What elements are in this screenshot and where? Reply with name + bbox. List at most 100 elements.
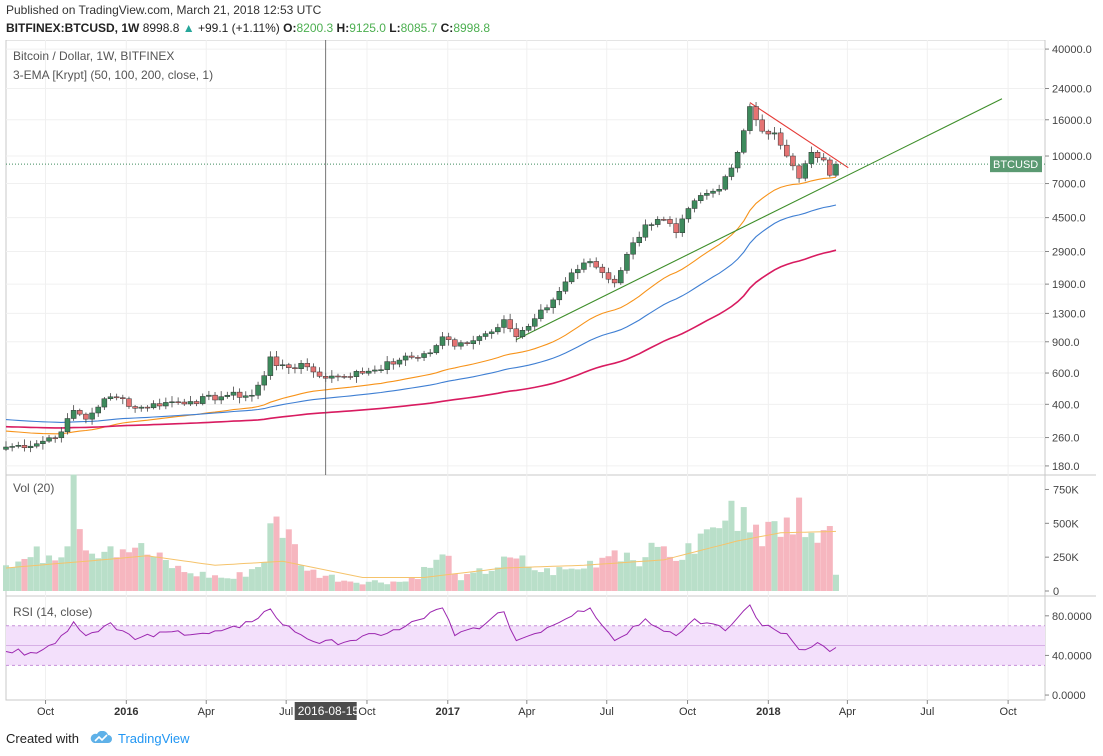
volume-bar <box>500 556 507 591</box>
candle-body <box>353 371 360 377</box>
candle-body <box>470 340 476 344</box>
volume-bar <box>46 555 53 591</box>
volume-bar <box>525 566 532 591</box>
volume-bar <box>580 568 587 591</box>
volume-bar <box>9 567 16 591</box>
volume-bar <box>396 581 403 591</box>
volume-bar <box>248 569 255 591</box>
candle-body <box>581 262 587 270</box>
price-tick-label: 900.0 <box>1052 337 1080 349</box>
volume-bar <box>39 563 46 591</box>
volume-bar <box>113 557 120 591</box>
candle-body <box>685 208 692 220</box>
ema-lines <box>5 176 837 435</box>
time-tick-label: Apr <box>518 706 535 718</box>
open-label: O: <box>283 21 297 35</box>
candle-body <box>525 326 532 331</box>
volume-bar <box>95 558 102 591</box>
time-tick-label: Apr <box>839 706 856 718</box>
candle-body <box>120 397 126 399</box>
candle-body <box>279 364 286 366</box>
volume-bar <box>556 567 563 591</box>
ema-line-100 <box>5 204 837 423</box>
volume-bar <box>802 537 809 591</box>
candle-body <box>396 359 403 365</box>
volume-bar <box>304 570 311 591</box>
price-tick-label: 180.0 <box>1052 461 1080 473</box>
time-tick-label: 2016 <box>114 706 138 718</box>
trendlines[interactable] <box>516 98 1003 341</box>
tradingview-brand[interactable]: TradingView <box>118 731 190 746</box>
volume-bar <box>537 572 544 591</box>
rsi-label: RSI (14, close) <box>13 605 92 619</box>
volume-bar <box>279 537 286 591</box>
candle-body <box>814 152 821 159</box>
volume-bar <box>832 574 839 591</box>
volume-tick-label: 250K <box>1053 552 1079 564</box>
volume-bar <box>334 581 341 591</box>
volume-tick-label: 0 <box>1053 586 1059 598</box>
volume-bar <box>753 524 760 591</box>
candle-body <box>427 352 433 355</box>
volume-bar <box>15 561 22 591</box>
volume-bar <box>33 546 40 591</box>
volume-bar <box>691 553 698 591</box>
candle-body <box>710 190 716 194</box>
volume-tick-label: 500K <box>1053 518 1079 530</box>
volume-bar <box>611 550 618 591</box>
time-tick-label: Oct <box>37 706 54 718</box>
candle-body <box>630 242 636 255</box>
volume-bar <box>599 557 606 591</box>
candle-body <box>673 223 679 233</box>
candle-body <box>175 401 181 404</box>
candle-body <box>661 219 667 221</box>
volume-bar <box>89 553 96 591</box>
volume-bar <box>138 543 145 591</box>
candle-body <box>347 376 354 378</box>
footer: Created with TradingView <box>6 730 190 746</box>
candle-body <box>310 366 317 373</box>
time-tick-label: Oct <box>679 706 696 718</box>
candle-body <box>113 396 120 399</box>
candle-body <box>433 345 440 354</box>
chart-area[interactable]: 40000.0 24000.0 16000.0 10000.0 7000.0 4500.0… <box>0 40 1103 728</box>
volume-bar <box>722 520 729 591</box>
rsi-line <box>5 604 837 656</box>
volume-bar <box>261 562 268 591</box>
candle-body <box>716 189 722 192</box>
price-tick-label: 1900.0 <box>1052 279 1086 291</box>
volume-bar <box>298 565 305 591</box>
candle-body <box>230 391 237 396</box>
volume-bar <box>218 577 225 591</box>
candle-body <box>605 272 612 280</box>
volume-bars <box>3 474 839 591</box>
volume-bar <box>476 568 483 591</box>
volume-bar <box>21 558 28 591</box>
volume-bar <box>107 546 114 591</box>
volume-bar <box>291 544 298 591</box>
price-tick-label: 16000.0 <box>1052 115 1092 127</box>
candle-body <box>784 144 790 157</box>
price-tick-label: 1300.0 <box>1052 308 1086 320</box>
volume-bar <box>76 529 83 591</box>
candle-body <box>513 328 520 338</box>
volume-bar <box>70 474 77 591</box>
candle-body <box>415 357 421 359</box>
volume-bar <box>414 579 421 591</box>
candle-body <box>808 152 815 164</box>
rsi-tick-label: 0.0000 <box>1052 690 1086 702</box>
high-label: H: <box>336 21 350 35</box>
volume-bar <box>181 572 188 591</box>
candles[interactable] <box>3 101 839 453</box>
candle-body <box>439 336 446 346</box>
trendline-support <box>516 98 1003 341</box>
volume-bar <box>255 567 262 591</box>
candle-body <box>316 371 323 377</box>
price-tick-label: 4500.0 <box>1052 213 1086 225</box>
candle-body <box>679 218 686 233</box>
candle-body <box>21 445 28 449</box>
volume-bar <box>783 517 790 591</box>
candle-body <box>304 363 310 368</box>
published-line: Published on TradingView.com, March 21, … <box>6 3 322 17</box>
price-tick-label: 2900.0 <box>1052 247 1086 259</box>
